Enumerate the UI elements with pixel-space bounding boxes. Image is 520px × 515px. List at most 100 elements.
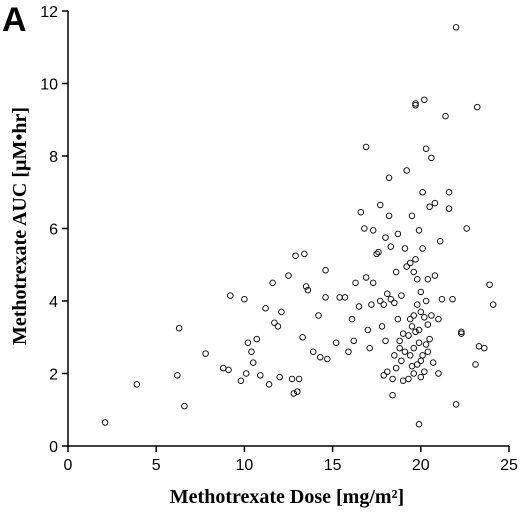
data-point: [424, 276, 432, 283]
data-point: [452, 24, 460, 31]
data-point: [424, 321, 432, 328]
data-point: [133, 381, 141, 388]
data-point: [369, 279, 377, 287]
data-point: [481, 344, 488, 352]
y-tick-label: 0: [49, 439, 58, 456]
data-point: [366, 344, 373, 352]
data-point: [392, 364, 400, 372]
data-point: [290, 390, 298, 397]
data-point: [396, 337, 403, 345]
data-point: [438, 295, 446, 303]
data-point: [341, 294, 349, 301]
data-point: [398, 292, 405, 299]
data-point: [431, 272, 439, 279]
x-tick-label: 25: [500, 457, 518, 474]
data-point: [410, 268, 417, 276]
data-point: [408, 363, 416, 370]
data-point: [442, 112, 449, 120]
data-point: [403, 263, 410, 270]
x-tick-label: 5: [152, 457, 161, 474]
data-point: [322, 266, 329, 274]
data-point: [336, 294, 343, 301]
data-point: [399, 330, 407, 337]
x-tick-label: 10: [236, 457, 254, 474]
data-point: [406, 259, 414, 267]
data-point: [302, 283, 310, 290]
data-point: [384, 290, 391, 298]
data-point: [422, 297, 430, 305]
data-point: [396, 344, 403, 352]
data-point: [362, 274, 370, 281]
data-point: [475, 343, 483, 350]
data-point: [435, 315, 442, 323]
x-tick-label: 20: [412, 457, 430, 474]
data-point: [364, 326, 372, 334]
data-point: [309, 348, 317, 356]
data-point: [486, 281, 493, 288]
data-point: [412, 100, 419, 107]
data-point: [410, 312, 417, 319]
data-point: [417, 308, 425, 316]
data-point: [419, 352, 426, 359]
data-point: [269, 279, 276, 287]
data-point: [249, 359, 257, 366]
data-point: [452, 401, 460, 408]
data-point: [401, 348, 409, 356]
data-point: [405, 332, 412, 339]
data-point: [174, 372, 181, 379]
data-point: [375, 248, 382, 256]
data-point: [429, 359, 437, 366]
data-point: [424, 348, 432, 356]
data-point: [391, 299, 398, 307]
data-point: [408, 323, 416, 330]
data-point: [410, 370, 417, 377]
data-point: [435, 370, 442, 377]
data-point: [294, 388, 301, 395]
data-point: [237, 377, 245, 385]
y-tick-label: 2: [49, 367, 58, 384]
x-axis-title: Methotrexate Dose [mg/m²]: [170, 486, 404, 508]
data-point: [345, 348, 352, 356]
data-point: [412, 101, 419, 109]
data-point: [387, 295, 395, 303]
data-point: [362, 143, 370, 151]
data-point: [380, 301, 388, 308]
data-point: [322, 294, 329, 301]
data-point: [385, 174, 393, 181]
data-point: [421, 314, 428, 321]
data-point: [426, 203, 433, 210]
data-point: [415, 227, 423, 234]
data-point: [458, 330, 465, 337]
data-point: [357, 208, 365, 216]
data-point: [348, 315, 356, 323]
data-point: [421, 368, 428, 375]
data-point: [410, 344, 417, 352]
data-point: [380, 372, 388, 379]
y-tick-label: 12: [40, 4, 58, 21]
data-point: [181, 402, 188, 410]
data-point: [385, 212, 393, 220]
data-point: [399, 377, 407, 385]
data-point: [248, 348, 255, 356]
data-point: [274, 323, 282, 330]
data-point: [398, 357, 405, 365]
data-point: [415, 326, 423, 334]
y-tick-label: 4: [49, 294, 58, 311]
data-point: [426, 335, 433, 343]
y-axis-title: Methotrexate AUC [µM•hr]: [9, 107, 31, 345]
data-point: [175, 324, 183, 332]
data-point: [265, 381, 273, 388]
data-point: [412, 256, 419, 263]
data-point: [392, 268, 400, 276]
data-point: [295, 375, 303, 383]
x-tick-label: 0: [64, 457, 73, 474]
data-point: [241, 295, 248, 303]
data-point: [419, 188, 426, 196]
data-point: [288, 375, 296, 383]
data-point: [317, 353, 324, 361]
data-point: [406, 315, 414, 323]
data-point: [373, 250, 380, 258]
data-point: [315, 312, 322, 319]
data-point: [262, 305, 269, 312]
